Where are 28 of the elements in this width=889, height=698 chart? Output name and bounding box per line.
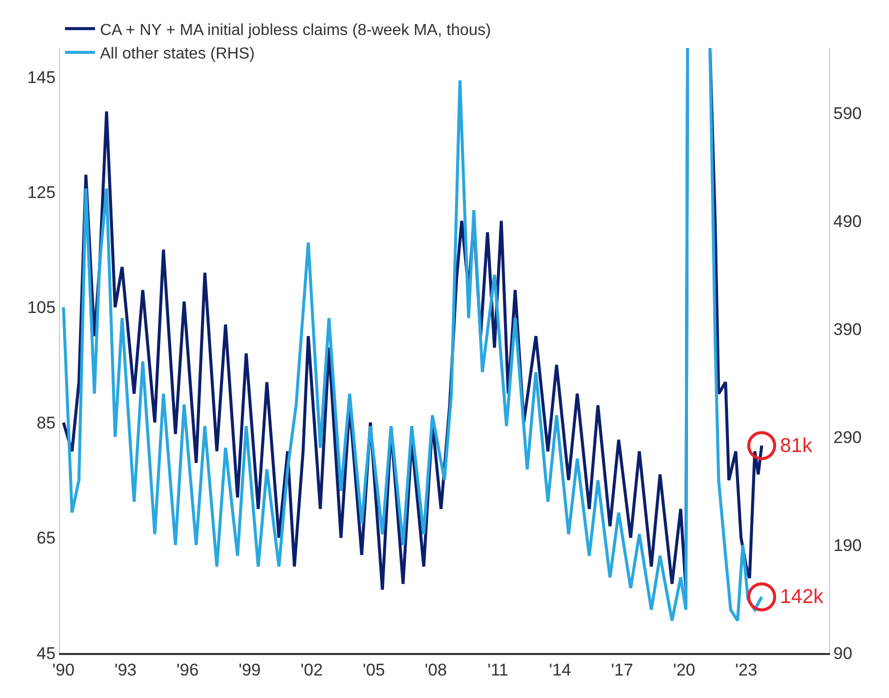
y2-tick-label: 390 [833, 320, 862, 339]
x-tick-label: '02 [300, 660, 323, 680]
y2-tick-label: 90 [833, 644, 852, 663]
x-tick-label: '11 [487, 660, 508, 680]
annotation: 142k [780, 586, 824, 608]
y2-tick-label: 190 [833, 536, 862, 555]
y-tick-label: 125 [27, 183, 56, 202]
x-tick-label: '90 [52, 660, 75, 680]
x-tick-label: '93 [114, 660, 137, 680]
y-tick-label: 45 [36, 644, 56, 663]
x-tick-label: '23 [735, 660, 758, 680]
x-tick-label: '05 [362, 660, 385, 680]
legend-label: CA + NY + MA initial jobless claims (8-week MA, thous) [100, 22, 491, 39]
x-tick-label: '08 [424, 660, 447, 680]
y-tick-label: 105 [27, 298, 56, 318]
y-tick-label: 85 [36, 413, 56, 432]
x-tick-label: '20 [673, 660, 696, 680]
y2-tick-label: 590 [833, 104, 862, 123]
y-tick-label: 65 [36, 528, 56, 548]
legend-label: All other states (RHS) [100, 46, 255, 63]
y-tick-label: 145 [27, 68, 56, 87]
annotation: 81k [780, 435, 814, 457]
y2-tick-label: 290 [833, 428, 862, 447]
y2-tick-label: 490 [833, 212, 862, 231]
x-tick-label: '14 [548, 660, 572, 680]
x-tick-label: '96 [176, 660, 199, 680]
x-tick-label: '17 [611, 660, 634, 680]
x-tick-label: '99 [238, 660, 261, 680]
